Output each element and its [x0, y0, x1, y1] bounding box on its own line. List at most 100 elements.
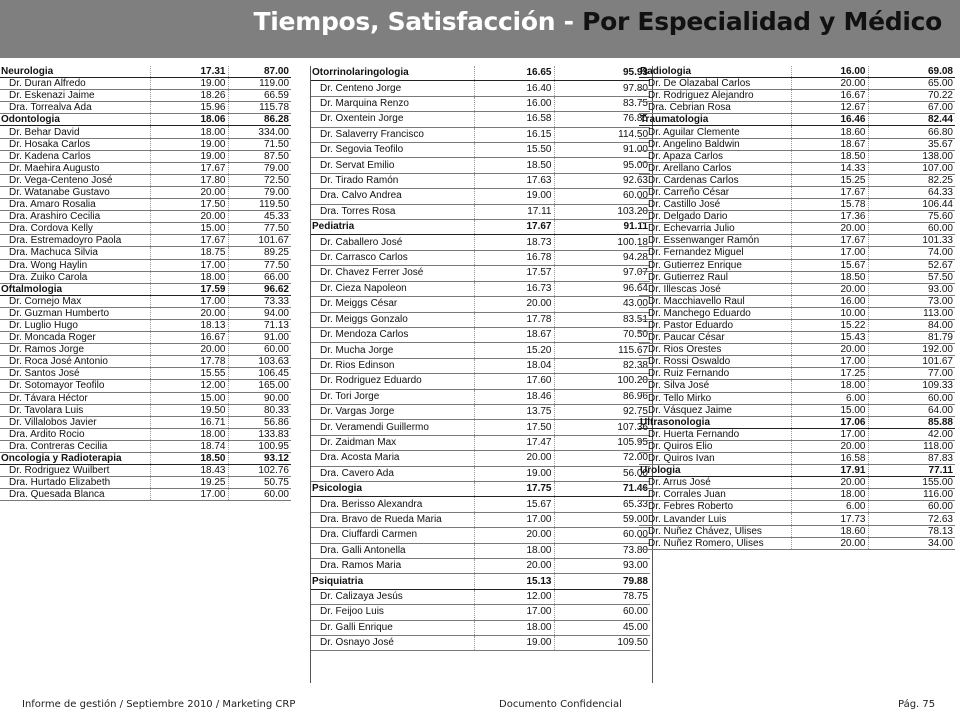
doctor-time: 19.50 — [149, 404, 228, 417]
doctor-name: Dr. Macchiavello Raul — [639, 295, 791, 308]
doctor-satisfaction: 100.95 — [227, 440, 291, 454]
specialty-table-middle: Otorrinolaringologia 16.65 95.93 Dr. Centen… — [311, 66, 650, 652]
doctor-row: Dr. Rios Edinson 18.04 82.38 — [311, 358, 650, 375]
doctor-satisfaction: 77.00 — [867, 367, 955, 381]
doctor-row: Dr. Ramos Jorge 20.00 60.00 — [0, 343, 291, 357]
doctor-row: Dr. Apaza Carlos 18.50 138.00 — [639, 150, 955, 163]
doctor-name: Dr. Tello Mirko — [639, 392, 791, 405]
doctor-name: Dra. Galli Antonella — [311, 543, 474, 560]
doctor-time: 19.00 — [149, 150, 228, 163]
doctor-row: Dr. Tori Jorge 18.46 86.96 — [311, 389, 650, 405]
doctor-time: 20.00 — [790, 77, 868, 91]
specialty-satisfaction: 82.44 — [867, 113, 955, 127]
doctor-row: Dra. Ciuffardi Carmen 20.00 60.00 — [311, 527, 650, 544]
doctor-satisfaction: 106.45 — [227, 367, 291, 381]
footer-page-number: Pág. 75 — [898, 699, 936, 710]
doctor-satisfaction: 83.75 — [553, 96, 650, 113]
doctor-satisfaction: 97.80 — [553, 80, 650, 97]
doctor-time: 15.78 — [790, 198, 868, 212]
doctor-time: 16.67 — [149, 331, 228, 345]
doctor-name: Dr. Delgado Dario — [639, 210, 791, 224]
doctor-time: 18.26 — [149, 89, 228, 103]
doctor-time: 18.74 — [149, 440, 228, 454]
doctor-satisfaction: 50.75 — [227, 476, 291, 490]
specialty-table-left: Neurologia 17.31 87.00 Dr. Duran Alfredo 19.… — [0, 66, 291, 502]
doctor-row: Dr. Kadena Carlos 19.00 87.50 — [0, 150, 291, 163]
doctor-row: Dr. Vega-Centeno José 17.80 72.50 — [0, 174, 291, 187]
title-bar: Tiempos, Satisfacción - Por Especialidad… — [0, 0, 960, 58]
doctor-satisfaction: 103.20 — [553, 204, 650, 221]
doctor-name: Dr. Corrales Juan — [639, 488, 791, 502]
doctor-time: 17.00 — [473, 512, 554, 529]
doctor-satisfaction: 101.67 — [227, 234, 291, 248]
doctor-row: Dra. Bravo de Rueda Maria 17.00 59.00 — [311, 512, 650, 529]
specialty-name: Neurologia — [0, 66, 150, 79]
doctor-satisfaction: 66.59 — [227, 89, 291, 103]
doctor-row: Dra. Machuca Silvia 18.75 89.25 — [0, 246, 291, 260]
doctor-time: 17.67 — [790, 234, 868, 248]
doctor-time: 16.00 — [790, 295, 868, 308]
doctor-satisfaction: 92.75 — [553, 404, 650, 421]
doctor-time: 18.00 — [473, 543, 554, 560]
doctor-satisfaction: 89.25 — [227, 246, 291, 260]
specialty-satisfaction: 95.93 — [553, 66, 650, 82]
doctor-time: 17.73 — [790, 512, 868, 526]
doctor-name: Dr. Galli Enrique — [311, 620, 474, 637]
doctor-time: 15.25 — [790, 174, 868, 187]
doctor-name: Dra. Torres Rosa — [311, 204, 474, 221]
doctor-satisfaction: 113.00 — [867, 307, 955, 320]
doctor-row: Dr. Meiggs Gonzalo 17.78 83.51 — [311, 312, 650, 328]
doctor-time: 20.00 — [149, 343, 228, 357]
doctor-row: Dra. Calvo Andrea 19.00 60.00 — [311, 188, 650, 205]
doctor-row: Dr. De Olazabal Carlos 20.00 65.00 — [639, 77, 955, 91]
doctor-name: Dr. Tavolara Luis — [0, 404, 150, 417]
doctor-name: Dr. Segovia Teofilo — [311, 142, 474, 159]
doctor-row: Dr. Guzman Humberto 20.00 94.00 — [0, 307, 291, 320]
doctor-name: Dra. Bravo de Rueda Maria — [311, 512, 474, 529]
doctor-row: Dr. Quiros Ivan 16.58 87.83 — [639, 452, 955, 466]
doctor-row: Dr. Hosaka Carlos 19.00 71.50 — [0, 138, 291, 151]
specialty-header-row: Pediatria 17.67 91.11 — [311, 219, 650, 236]
doctor-satisfaction: 60.00 — [553, 188, 650, 205]
doctor-name: Dr. Behar David — [0, 125, 150, 139]
doctor-time: 16.00 — [473, 96, 554, 113]
doctor-name: Dra. Cebrian Rosa — [639, 101, 791, 115]
doctor-row: Dra. Galli Antonella 18.00 73.80 — [311, 543, 650, 560]
doctor-satisfaction: 102.76 — [227, 464, 291, 478]
specialty-time: 17.91 — [790, 464, 868, 478]
specialty-header-row: Ultrasonologia 17.06 85.88 — [639, 416, 955, 429]
specialty-name: Radiologia — [639, 66, 791, 79]
doctor-satisfaction: 83.51 — [553, 312, 650, 328]
column-left: Neurologia 17.31 87.00 Dr. Duran Alfredo 19.… — [0, 66, 291, 502]
specialty-time: 15.13 — [473, 573, 554, 590]
doctor-row: Dr. Duran Alfredo 19.00 119.00 — [0, 77, 291, 91]
doctor-satisfaction: 114.50 — [553, 127, 650, 144]
doctor-name: Dr. Pastor Eduardo — [639, 319, 791, 333]
doctor-satisfaction: 72.63 — [867, 512, 955, 526]
specialty-header-row: Urologia 17.91 77.11 — [639, 464, 955, 478]
doctor-satisfaction: 66.80 — [867, 125, 955, 139]
doctor-satisfaction: 76.85 — [553, 111, 650, 128]
doctor-row: Dr. Illescas José 20.00 93.00 — [639, 283, 955, 296]
specialty-satisfaction: 77.11 — [867, 464, 955, 478]
doctor-time: 18.00 — [149, 125, 228, 139]
doctor-name: Dr. Castillo José — [639, 198, 791, 212]
doctor-row: Dr. Caballero José 18.73 100.18 — [311, 234, 650, 251]
doctor-time: 20.00 — [790, 440, 868, 454]
doctor-row: Dr. Roca José Antonio 17.78 103.63 — [0, 355, 291, 369]
specialty-name: Oftalmologia — [0, 283, 150, 296]
doctor-name: Dr. Ramos Jorge — [0, 343, 150, 357]
doctor-name: Dra. Cavero Ada — [311, 466, 474, 482]
doctor-satisfaction: 91.00 — [553, 142, 650, 159]
doctor-row: Dr. Maehira Augusto 17.67 79.00 — [0, 162, 291, 175]
doctor-time: 6.00 — [790, 500, 868, 514]
specialty-satisfaction: 86.28 — [227, 113, 291, 127]
doctor-name: Dr. De Olazabal Carlos — [639, 77, 791, 91]
doctor-time: 16.67 — [790, 89, 868, 103]
doctor-time: 15.43 — [790, 331, 868, 345]
doctor-satisfaction: 138.00 — [867, 150, 955, 163]
specialty-table-right: Radiologia 16.00 69.08 Dr. De Olazabal Carl… — [639, 66, 955, 550]
doctor-satisfaction: 109.50 — [553, 635, 650, 652]
doctor-satisfaction: 60.00 — [553, 527, 650, 544]
doctor-row: Dr. Luglio Hugo 18.13 71.13 — [0, 319, 291, 333]
